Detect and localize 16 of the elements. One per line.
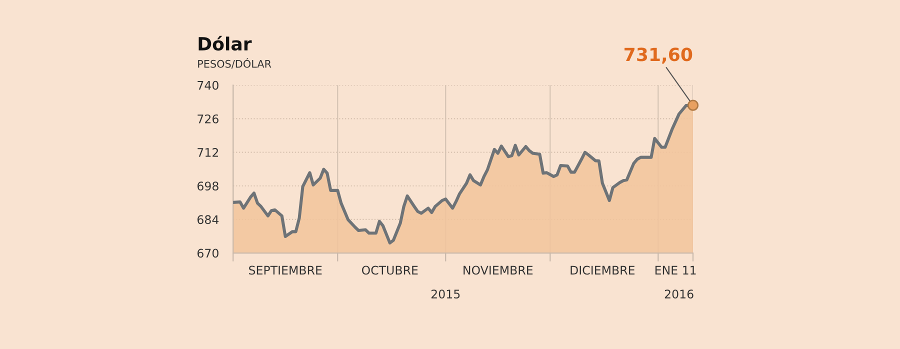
- x-tick-label: ENE 11: [655, 266, 696, 274]
- chart-title: Dólar: [198, 36, 252, 51]
- y-tick-label: 740: [198, 80, 218, 90]
- y-tick-label: 712: [198, 148, 218, 157]
- y-tick-label: 726: [198, 114, 218, 124]
- x-tick-label: NOVIEMBRE: [464, 266, 533, 275]
- x-tick-label: DICIEMBRE: [570, 266, 635, 275]
- y-tick-label: 684: [198, 215, 219, 224]
- x-tick-label: OCTUBRE: [362, 266, 418, 275]
- x2-tick-label: 2015: [431, 290, 460, 299]
- annotation: 731,60: [624, 48, 692, 64]
- x2-tick-label: 2016: [664, 290, 694, 299]
- chart-subtitle: PESOS/DÓLAR: [198, 58, 272, 69]
- y-tick-label: 698: [198, 182, 218, 191]
- y-tick-label: 670: [198, 248, 218, 258]
- x-tick-label: SEPTIEMBRE: [249, 266, 322, 275]
